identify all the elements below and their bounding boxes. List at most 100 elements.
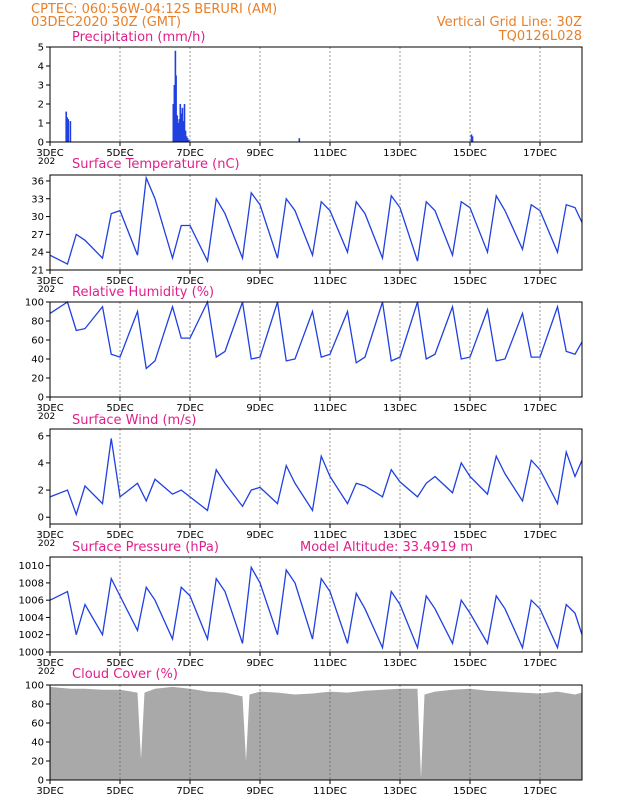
cloud-xtick-label: 13DEC [383, 786, 417, 797]
humidity-title: Relative Humidity (%) [72, 285, 214, 300]
temp-ytick-label: 27 [31, 230, 44, 241]
cloud-ytick-label: 40 [31, 738, 44, 749]
cloud-ytick-label: 20 [31, 757, 44, 768]
precip-bar [175, 75, 177, 142]
humidity-xtick-label: 7DEC [176, 403, 203, 414]
pressure-ytick-label: 1008 [19, 578, 44, 589]
precip-bar [183, 104, 186, 142]
cloud-ytick-label: 80 [31, 700, 44, 711]
pressure-xtick-label: 5DEC [106, 658, 133, 669]
cloud-xtick-label: 3DEC [36, 786, 63, 797]
precip-bar [172, 104, 175, 142]
precip-bar [67, 119, 70, 142]
precip-bar [176, 115, 178, 142]
temp-xtick-label: 5DEC [106, 276, 133, 287]
cloud-xtick-label: 15DEC [453, 786, 487, 797]
precip-ytick-label: 0 [38, 138, 44, 149]
pressure-ytick-label: 1010 [19, 561, 44, 572]
cloud-ytick-label: 60 [31, 719, 44, 730]
pressure-title: Surface Pressure (hPa) [72, 540, 219, 555]
wind-ytick-label: 4 [38, 458, 44, 469]
precip-bar [186, 138, 189, 142]
precip-bar [178, 119, 181, 142]
precip-bar [179, 104, 182, 142]
cloud-frame [49, 684, 583, 781]
precip-ytick-label: 5 [38, 43, 44, 54]
precip-frame [49, 46, 583, 143]
temp-xtick-label: 7DEC [176, 276, 203, 287]
cloud-xtick-label: 11DEC [313, 786, 347, 797]
pressure-ytick-label: 1006 [19, 596, 44, 607]
humidity-xtick-label: 9DEC [246, 403, 273, 414]
cloud-ytick-label: 0 [38, 776, 44, 787]
wind-frame [49, 428, 583, 525]
precip-bar [173, 85, 176, 142]
temp-ytick-label: 36 [31, 176, 44, 187]
precip-xtick-label: 3DEC [36, 148, 63, 159]
precip-xtick-label: 17DEC [523, 148, 557, 159]
cloud-area [50, 686, 582, 780]
precip-bar [65, 111, 67, 142]
wind-xtick-label: 11DEC [313, 530, 347, 541]
precip-ytick-label: 3 [38, 81, 44, 92]
humidity-ytick-label: 40 [31, 355, 44, 366]
precip-bar [181, 107, 184, 142]
wind-ytick-label: 0 [38, 513, 44, 524]
temp-year-overlap: 202 [38, 285, 55, 295]
cloud-xtick-label: 17DEC [523, 786, 557, 797]
pressure-frame [49, 556, 583, 653]
precip-ytick-label: 4 [38, 62, 44, 73]
temp-xtick-label: 17DEC [523, 276, 557, 287]
temp-xtick-label: 3DEC [36, 276, 63, 287]
wind-year-overlap: 202 [38, 539, 55, 549]
wind-xtick-label: 17DEC [523, 530, 557, 541]
pressure-xtick-label: 7DEC [176, 658, 203, 669]
header-station: CPTEC: 060:56W-04:12S BERURI (AM) [31, 2, 277, 17]
precip-bar [66, 117, 69, 142]
cloud-xtick-label: 5DEC [106, 786, 133, 797]
precip-xtick-label: 9DEC [246, 148, 273, 159]
model-altitude: Model Altitude: 33.4919 m [300, 540, 473, 555]
temp-ytick-label: 30 [31, 212, 44, 223]
precip-xtick-label: 13DEC [383, 148, 417, 159]
precip-bar [177, 123, 179, 142]
cloud-xtick-label: 9DEC [246, 786, 273, 797]
temp-xtick-label: 11DEC [313, 276, 347, 287]
humidity-ytick-label: 0 [38, 393, 44, 404]
precip-xtick-label: 5DEC [106, 148, 133, 159]
pressure-xtick-label: 3DEC [36, 658, 63, 669]
pressure-ytick-label: 1002 [19, 630, 44, 641]
temp-ytick-label: 21 [31, 266, 44, 277]
precip-bar [187, 140, 190, 142]
precip-bar [69, 121, 72, 142]
humidity-series-line [49, 299, 583, 370]
pressure-series-line [49, 565, 583, 651]
precip-year-overlap: 202 [38, 157, 55, 167]
pressure-year-overlap: 202 [38, 667, 55, 677]
wind-xtick-label: 5DEC [106, 530, 133, 541]
temp-xtick-label: 13DEC [383, 276, 417, 287]
pressure-ytick-label: 1000 [19, 648, 44, 659]
wind-xtick-label: 15DEC [453, 530, 487, 541]
temp-series-line [49, 175, 583, 265]
pressure-ytick-label: 1004 [19, 613, 44, 624]
header-model: TQ0126L028 [498, 29, 582, 44]
precip-ytick-label: 2 [38, 100, 44, 111]
panels: 0 1 2 3 4 5 3DEC 5DEC 7DEC 9DEC 11DEC 13DEC 15DEC 17D… [19, 43, 583, 797]
temp-ytick-label: 33 [31, 194, 44, 205]
precip-bar [470, 134, 473, 142]
wind-ytick-label: 2 [38, 486, 44, 497]
humidity-xtick-label: 11DEC [313, 403, 347, 414]
cloud-title: Cloud Cover (%) [72, 667, 178, 682]
humidity-xtick-label: 3DEC [36, 403, 63, 414]
humidity-frame [49, 301, 583, 398]
humidity-ytick-label: 100 [25, 298, 44, 309]
humidity-ytick-label: 80 [31, 317, 44, 328]
pressure-xtick-label: 15DEC [453, 658, 487, 669]
header-grid-line: Vertical Grid Line: 30Z [437, 15, 582, 30]
cloud-ytick-label: 100 [25, 681, 44, 692]
pressure-xtick-label: 9DEC [246, 658, 273, 669]
precip-bar [180, 113, 183, 142]
humidity-ytick-label: 60 [31, 336, 44, 347]
